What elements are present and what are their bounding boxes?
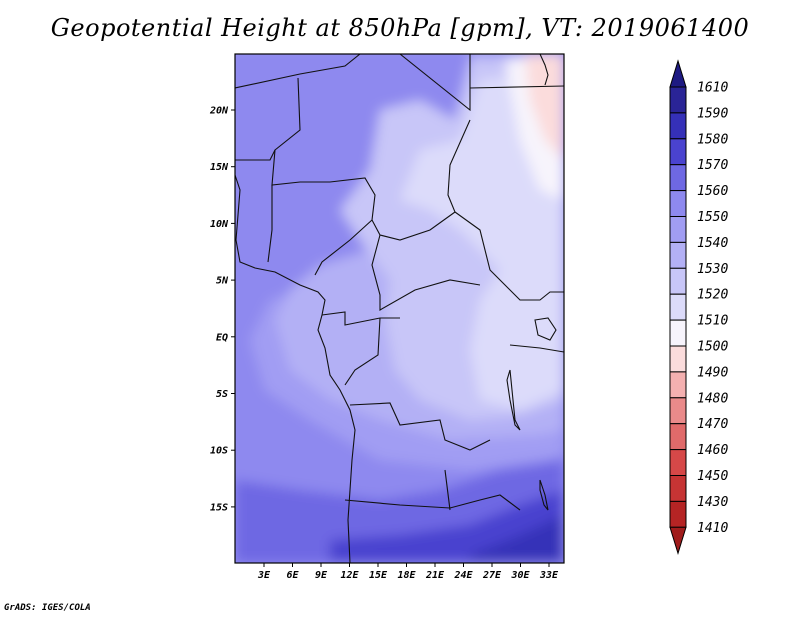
map-title: Geopotential Height at 850hPa [gpm], VT:… xyxy=(50,14,750,42)
colorbar-label: 1540 xyxy=(697,236,728,251)
lon-tick-label: 33E xyxy=(539,570,559,581)
coast-east xyxy=(539,54,549,86)
colorbar: 1610 1590 1580 1570 1560 1550 1540 1530 1520 1510… xyxy=(669,59,728,556)
colorbar-bottom-arrow xyxy=(669,526,687,556)
lat-tick-label: EQ xyxy=(216,332,228,343)
colorbar-label: 1460 xyxy=(697,443,728,458)
lat-tick-label: 20N xyxy=(209,106,229,117)
colorbar-label: 1450 xyxy=(697,469,728,484)
colorbar-segment xyxy=(669,138,687,166)
colorbar-label: 1530 xyxy=(697,262,728,277)
lon-tick-label: 15E xyxy=(369,570,388,581)
colorbar-segment xyxy=(669,397,687,425)
colorbar-label: 1510 xyxy=(697,314,728,329)
colorbar-label: 1490 xyxy=(697,365,728,380)
colorbar-segment xyxy=(669,371,687,399)
lon-tick-label: 18E xyxy=(397,570,416,581)
lon-tick-label: 30E xyxy=(510,570,530,581)
lon-tick-label: 21E xyxy=(425,570,445,581)
border-11 xyxy=(344,317,381,386)
border-12 xyxy=(349,402,491,451)
border-2 xyxy=(399,54,471,112)
colorbar-label: 1560 xyxy=(697,184,728,199)
map-frame xyxy=(234,53,565,564)
colorbar-label: 1550 xyxy=(697,210,728,225)
latitude-axis: 20N 15N 10N 5N EQ 5S 10S 15S xyxy=(209,106,235,513)
colorbar-segment xyxy=(669,112,687,140)
geopotential-field xyxy=(235,54,564,563)
colorbar-segment xyxy=(669,267,687,295)
colorbar-label: 1410 xyxy=(697,521,728,536)
lat-tick-label: 15N xyxy=(210,162,229,173)
border-4 xyxy=(271,77,376,276)
colorbar-top-arrow xyxy=(669,59,687,88)
lon-tick-label: 12E xyxy=(340,570,359,581)
lat-tick-label: 10N xyxy=(210,219,229,230)
colorbar-label: 1470 xyxy=(697,417,728,432)
border-15 xyxy=(509,344,564,353)
lon-tick-label: 27E xyxy=(482,570,502,581)
lat-tick-label: 15S xyxy=(210,502,228,513)
border-7 xyxy=(371,119,471,241)
colorbar-label: 1500 xyxy=(697,340,728,355)
longitude-axis: 3E 6E 9E 12E 15E 18E 21E 24E 27E 30E 33E xyxy=(257,563,559,581)
border-14 xyxy=(444,469,451,511)
lon-tick-label: 24E xyxy=(453,570,473,581)
colorbar-segment xyxy=(669,500,687,528)
colorbar-label: 1430 xyxy=(697,495,728,510)
colorbar-segment xyxy=(669,86,687,114)
field-fill-1590 xyxy=(470,515,564,563)
colorbar-label: 1520 xyxy=(697,288,728,303)
border-10 xyxy=(321,311,400,326)
lake-malawi xyxy=(539,479,549,511)
field-fill-1500 xyxy=(525,54,564,160)
colorbar-segment xyxy=(669,423,687,451)
lat-tick-label: 10S xyxy=(210,446,228,457)
colorbar-label: 1580 xyxy=(697,132,728,147)
colorbar-segment xyxy=(669,241,687,269)
border-8 xyxy=(454,211,564,301)
colorbar-segment xyxy=(669,475,687,502)
colorbar-label: 1610 xyxy=(697,81,728,96)
colorbar-label: 1480 xyxy=(697,391,728,406)
colorbar-label: 1570 xyxy=(697,158,728,173)
border-1 xyxy=(235,54,361,89)
colorbar-segment xyxy=(669,319,687,347)
border-5 xyxy=(235,149,276,161)
lake-victoria xyxy=(534,317,557,341)
footer-credit: GrADS: IGES/COLA xyxy=(4,603,91,613)
lon-tick-label: 3E xyxy=(257,570,271,581)
colorbar-segment xyxy=(669,164,687,192)
colorbar-segment xyxy=(669,216,687,243)
colorbar-label: 1590 xyxy=(697,106,728,121)
border-13 xyxy=(344,494,521,511)
colorbar-segment xyxy=(669,190,687,218)
border-9 xyxy=(371,234,481,311)
lon-tick-label: 6E xyxy=(286,570,299,581)
border-6 xyxy=(267,185,273,263)
colorbar-segment xyxy=(669,293,687,321)
lake-tanganyika xyxy=(506,369,521,431)
lon-tick-label: 9E xyxy=(315,570,328,581)
lat-tick-label: 5S xyxy=(216,389,228,400)
country-borders xyxy=(235,54,564,563)
lat-tick-label: 5N xyxy=(216,276,229,287)
border-3 xyxy=(469,85,564,89)
colorbar-segment xyxy=(669,345,687,373)
colorbar-segment xyxy=(669,449,687,477)
